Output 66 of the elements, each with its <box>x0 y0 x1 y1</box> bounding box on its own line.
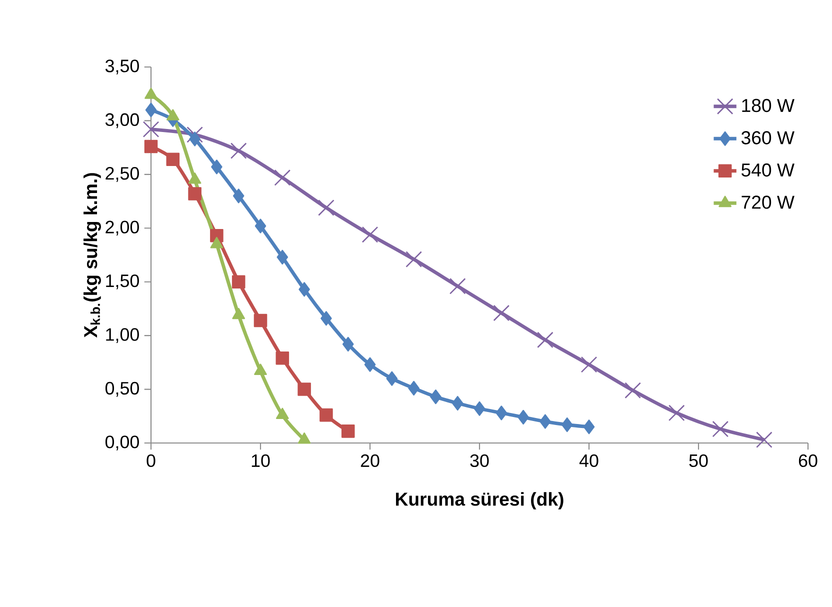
point <box>320 408 333 422</box>
point <box>474 401 486 416</box>
x-tick-label: 0 <box>146 454 156 468</box>
point <box>211 160 222 174</box>
y-axis-title: X$_{k.b.}$(kg su/kg k.m.) <box>84 173 101 338</box>
point <box>188 187 202 200</box>
y-tick-label: 3,50 <box>105 60 139 74</box>
point <box>145 102 157 118</box>
x-tick-label: 20 <box>360 454 380 468</box>
point <box>756 432 772 448</box>
x-tick-label: 40 <box>579 454 598 468</box>
point <box>386 371 398 386</box>
point <box>624 382 641 399</box>
point <box>712 420 729 438</box>
point <box>583 420 595 434</box>
point <box>561 417 573 432</box>
point <box>166 152 180 166</box>
point <box>276 351 290 365</box>
y-tick-label: 0,50 <box>105 382 139 397</box>
point <box>496 406 508 420</box>
point <box>342 336 354 352</box>
x-tick-label: 50 <box>689 454 708 468</box>
point <box>276 250 288 264</box>
point <box>186 126 203 143</box>
point <box>142 121 160 138</box>
point <box>254 218 266 234</box>
x-tick-label: 60 <box>798 454 818 468</box>
x-axis-title: Kuruma süresi (dk) <box>396 492 564 510</box>
y-tick-label: 0,00 <box>105 436 139 450</box>
point <box>518 410 529 425</box>
point <box>318 200 334 216</box>
point <box>274 169 291 186</box>
point <box>449 278 466 294</box>
legend-label: 180 W <box>742 98 794 112</box>
point <box>298 382 311 396</box>
point <box>406 251 422 268</box>
point <box>537 332 554 348</box>
x-tick-label: 10 <box>252 454 270 468</box>
y-tick-label: 2,00 <box>106 220 139 236</box>
point <box>320 311 332 326</box>
x-tick-label: 30 <box>470 454 489 468</box>
legend-label: 360 W <box>741 131 794 144</box>
y-tick-label: 1,00 <box>106 328 139 343</box>
point <box>254 314 268 328</box>
point <box>408 380 420 396</box>
point <box>364 357 376 372</box>
y-tick-label: 3,00 <box>105 113 139 128</box>
y-tick-label: 1,50 <box>106 274 139 290</box>
point <box>452 396 464 411</box>
point <box>232 275 246 288</box>
point <box>254 364 267 376</box>
legend-label: 540 W <box>742 163 794 177</box>
point <box>341 424 355 438</box>
point <box>144 140 158 154</box>
point <box>230 142 247 159</box>
point <box>189 132 200 146</box>
point <box>430 389 442 404</box>
point <box>668 404 685 422</box>
point <box>540 414 551 429</box>
legend-label: 720 W <box>742 196 794 209</box>
point <box>580 356 598 373</box>
point <box>362 226 378 243</box>
point <box>298 282 310 297</box>
y-tick-label: 2,50 <box>106 167 139 182</box>
point <box>493 304 510 322</box>
point <box>232 188 244 204</box>
